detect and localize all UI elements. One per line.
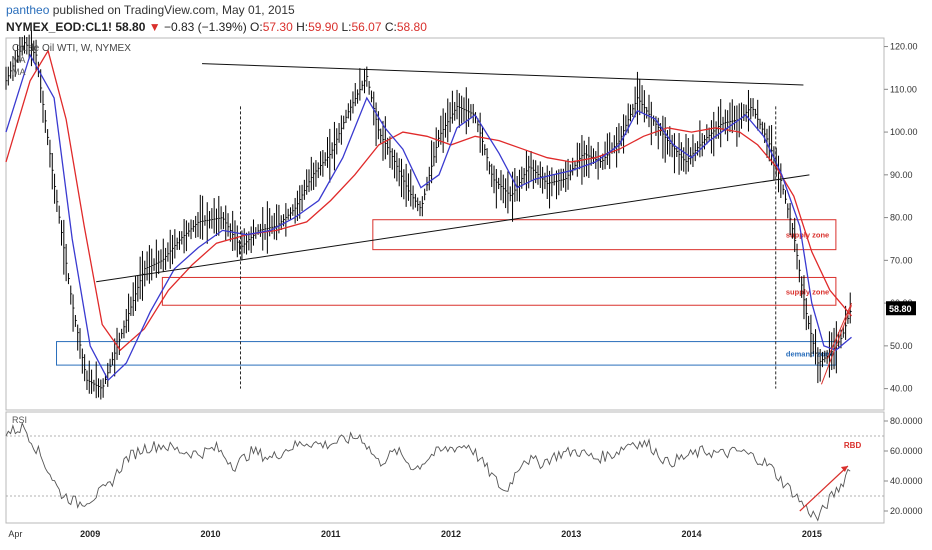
low-value: 56.07 xyxy=(351,20,382,34)
x-tick-label: 2010 xyxy=(200,529,220,539)
y-tick-label: 90.00 xyxy=(890,170,913,180)
x-tick-label: 2015 xyxy=(802,529,822,539)
zone-label: supply zone xyxy=(786,287,829,296)
rsi-tick-label: 80.0000 xyxy=(890,416,923,426)
x-tick-label: 2012 xyxy=(441,529,461,539)
author-link[interactable]: pantheo xyxy=(6,3,50,17)
rsi-pane xyxy=(5,411,885,524)
y-tick-label: 110.00 xyxy=(890,84,917,94)
ma-slow-line xyxy=(5,49,852,352)
last-price-label: 58.80 xyxy=(889,304,912,314)
x-tick-label: 2013 xyxy=(561,529,581,539)
rsi-line xyxy=(5,421,851,522)
x-tick-label: 2011 xyxy=(321,529,341,539)
y-tick-label: 40.00 xyxy=(890,384,913,394)
high-value: 59.90 xyxy=(308,20,339,34)
x-tick-label: 2014 xyxy=(682,529,702,539)
ma-legend-1: MA xyxy=(12,55,26,65)
last-price: 58.80 xyxy=(115,20,146,34)
x-tick-label: Apr xyxy=(8,529,22,539)
rbd-label: RBD xyxy=(844,441,862,450)
y-tick-label: 70.00 xyxy=(890,255,913,265)
close-value: 58.80 xyxy=(396,20,427,34)
rsi-tick-label: 20.0000 xyxy=(890,506,923,516)
ohlc-line: NYMEX_EOD:CL1! 58.80 ▼ −0.83 (−1.39%) O:… xyxy=(6,20,427,34)
open-value: 57.30 xyxy=(262,20,293,34)
y-tick-label: 120.00 xyxy=(890,42,918,52)
price-change: −0.83 (−1.39%) xyxy=(163,20,247,34)
rsi-title: RSI xyxy=(12,415,27,425)
rsi-tick-label: 40.0000 xyxy=(890,476,923,486)
rbd-arrowhead-icon xyxy=(840,466,848,472)
channel-line xyxy=(820,305,852,385)
ma-fast-line xyxy=(5,53,852,382)
down-arrow-icon: ▼ xyxy=(148,20,161,34)
support-trendline xyxy=(96,174,810,283)
publish-line: pantheo published on TradingView.com, Ma… xyxy=(6,3,295,17)
series-layer xyxy=(5,30,852,522)
channel-line xyxy=(827,302,852,359)
last-price-box xyxy=(886,301,916,316)
y-tick-label: 50.00 xyxy=(890,341,913,351)
annotation-layer: RBD xyxy=(96,63,862,512)
zone-label: demand zone xyxy=(786,349,834,358)
supply-zone xyxy=(372,219,837,251)
rsi-tick-label: 60.0000 xyxy=(890,446,923,456)
y-tick-label: 80.00 xyxy=(890,213,913,223)
chart-frame xyxy=(5,37,885,524)
resistance-trendline xyxy=(202,63,804,86)
axes-layer: 120.00110.00100.0090.0080.0070.0060.0050… xyxy=(6,42,923,539)
rbd-arrow-line xyxy=(799,465,849,512)
chart-header: pantheo published on TradingView.com, Ma… xyxy=(0,0,932,38)
main-pane xyxy=(5,37,885,411)
zone-label: supply zone xyxy=(786,231,829,240)
x-tick-label: 2009 xyxy=(80,529,100,539)
ma-legend-2: MA xyxy=(12,67,26,77)
symbol-name: NYMEX_EOD:CL1! xyxy=(6,20,113,34)
published-text: published on TradingView.com, May 01, 20… xyxy=(52,3,295,17)
main-chart-title: Crude Oil WTI, W, NYMEX xyxy=(12,43,131,54)
y-tick-label: 100.00 xyxy=(890,127,918,137)
